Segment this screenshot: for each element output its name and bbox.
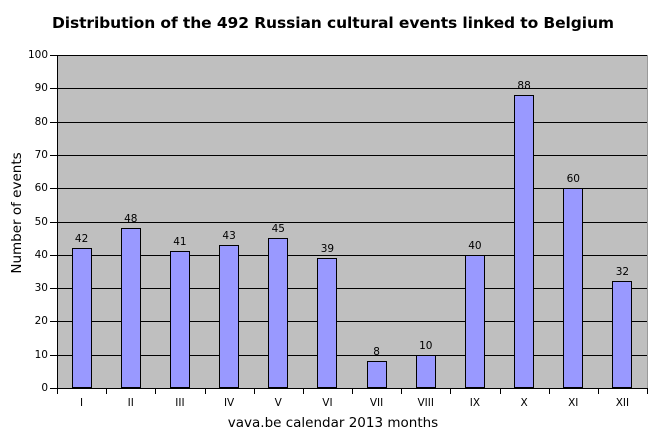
x-axis-tick-label: IV [223, 397, 235, 409]
gridline [57, 354, 647, 356]
x-axis-tick-label: VI [322, 397, 333, 409]
bar [514, 94, 535, 388]
x-axis-tick [499, 388, 501, 394]
chart-title: Distribution of the 492 Russian cultural… [52, 14, 614, 32]
y-axis-tick-label: 40 [34, 248, 48, 261]
x-axis-tick-label: X [520, 397, 528, 409]
gridline [57, 154, 647, 156]
bar [366, 361, 387, 388]
y-axis-tick-label: 0 [41, 382, 48, 394]
gridline [57, 288, 647, 290]
x-axis-tick-label: III [175, 397, 185, 409]
y-axis-tick-label: 60 [34, 182, 48, 195]
x-axis-tick-label: II [127, 397, 134, 409]
x-axis-tick [597, 388, 599, 394]
bar [219, 244, 240, 388]
y-axis-tick [50, 221, 57, 223]
bar-value-label: 41 [173, 236, 187, 249]
bar-value-label: 60 [566, 173, 580, 186]
bar-value-label: 88 [517, 79, 531, 92]
bar [612, 281, 633, 388]
bar-value-label: 39 [320, 243, 335, 256]
bar [71, 248, 92, 388]
y-axis-tick [50, 188, 57, 190]
bar [169, 251, 190, 388]
x-axis-tick [106, 388, 108, 394]
bar-value-label: 8 [373, 346, 380, 359]
x-axis-tick [155, 388, 157, 394]
y-axis-tick [50, 254, 57, 256]
plot-right-edge [647, 55, 648, 388]
y-axis-tick-label: 10 [34, 348, 48, 361]
gridline [57, 88, 647, 90]
x-axis-tick [302, 388, 304, 394]
bar [120, 228, 141, 388]
x-axis-tick-label: VIII [417, 397, 434, 409]
gridline [57, 254, 647, 256]
x-axis-tick-label: I [80, 397, 84, 409]
y-axis-tick-label: 20 [34, 315, 48, 328]
bar-value-label: 45 [271, 223, 285, 236]
bar [268, 238, 289, 388]
x-axis-tick-label: VII [369, 397, 384, 409]
x-axis-tick [352, 388, 353, 394]
bar-value-label: 48 [124, 213, 138, 226]
x-axis-tick-label: XII [615, 397, 630, 409]
bar-value-label: 32 [615, 266, 630, 279]
bar [464, 254, 485, 388]
x-axis-tick [401, 388, 403, 394]
bar-value-label: 42 [74, 233, 89, 246]
x-axis-title: vava.be calendar 2013 months [227, 415, 439, 431]
gridline [57, 221, 647, 223]
x-axis-tick-label: XI [568, 397, 579, 409]
y-axis-tick-label: 100 [27, 49, 48, 61]
y-axis-tick-label: 70 [34, 148, 48, 161]
bar [317, 258, 338, 388]
y-axis-tick [50, 288, 57, 290]
y-axis-title: Number of events [9, 152, 25, 274]
x-axis-tick [57, 388, 58, 394]
x-axis-tick [450, 388, 452, 394]
x-axis-tick-label: V [274, 397, 282, 409]
y-axis-tick-label: 80 [34, 115, 48, 128]
y-axis-tick-labels: 0 10 20 30 40 50 60 70 80 90 100 [0, 0, 48, 447]
gridline [57, 188, 647, 190]
bars-layer: 42 48 41 43 45 39 8 10 40 88 60 32 [57, 55, 647, 388]
x-axis-tick [253, 388, 255, 394]
y-axis-tick [50, 354, 57, 356]
gridline [57, 321, 647, 323]
y-axis-tick-label: 90 [34, 82, 48, 95]
y-axis-tick-label: 30 [34, 282, 48, 295]
y-axis-tick [50, 121, 57, 123]
y-axis-tick [50, 154, 57, 156]
x-axis-tick [548, 388, 550, 394]
bar-value-label: 40 [468, 239, 482, 252]
x-axis: I II III IV V VI VII VIII IX X XI XII [57, 388, 648, 448]
gridline [57, 121, 647, 123]
y-axis-tick [50, 388, 57, 389]
y-axis-tick [50, 55, 57, 56]
bar-value-label: 43 [222, 229, 236, 242]
bar [563, 188, 584, 388]
bar [415, 354, 436, 388]
x-axis-tick [204, 388, 206, 394]
y-axis-tick-label: 50 [34, 215, 48, 228]
x-axis-tick-label: IX [469, 397, 481, 409]
x-axis-tick [647, 388, 648, 394]
bar-value-label: 10 [419, 339, 433, 352]
y-axis-tick [50, 88, 57, 90]
y-axis-tick [50, 321, 57, 323]
